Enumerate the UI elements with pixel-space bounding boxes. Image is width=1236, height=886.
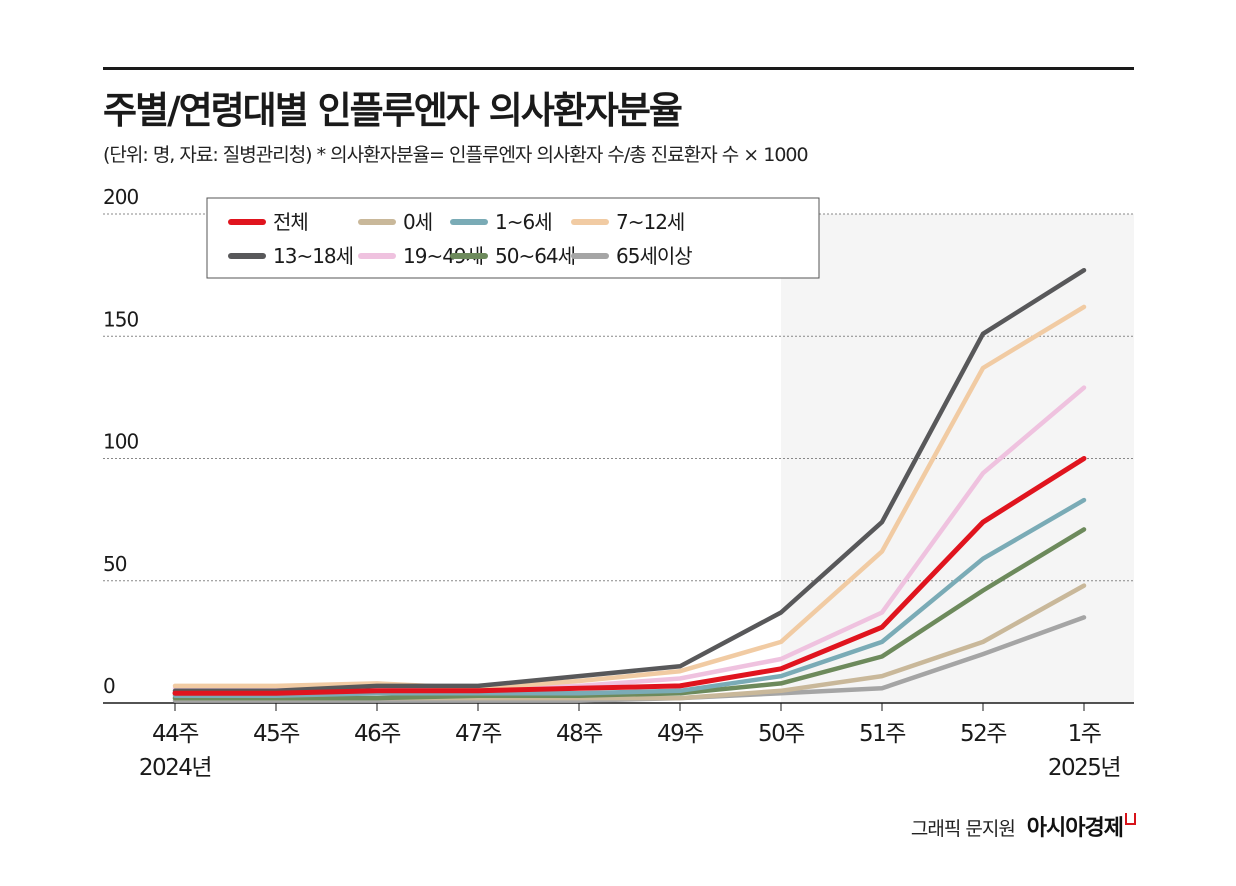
- chart-title: 주별/연령대별 인플루엔자 의사환자분율: [103, 89, 683, 132]
- chart-subtitle: (단위: 명, 자료: 질병관리청) * 의사환자분율= 인플루엔자 의사환자 …: [103, 144, 809, 166]
- brand-mark-icon: [1125, 813, 1136, 825]
- x-tick-label: 48주: [556, 721, 602, 747]
- x-tick-label: 49주: [657, 721, 703, 747]
- brand-logo: 아시아경제: [1027, 810, 1136, 842]
- y-tick-label: 50: [103, 552, 127, 576]
- y-tick-label: 200: [103, 185, 138, 209]
- series-line: [172, 267, 1087, 694]
- legend-label: 0세: [403, 210, 432, 234]
- legend-label: 7~12세: [616, 210, 684, 234]
- y-tick-label: 100: [103, 430, 138, 454]
- brand-name: 아시아경제: [1026, 816, 1124, 841]
- x-tick-label: 1주: [1068, 721, 1101, 747]
- series-line: [172, 527, 1087, 701]
- legend-label: 13~18세: [273, 244, 353, 268]
- credit-byline: 그래픽 문지원: [910, 818, 1016, 840]
- legend-label: 전체: [273, 210, 308, 234]
- x-tick-label: 52주: [960, 721, 1006, 747]
- x-tick-label: 44주: [152, 721, 198, 747]
- x-tick-label: 51주: [859, 721, 905, 747]
- x-tick-sublabel: 2025년: [1048, 755, 1120, 781]
- series-line: [172, 304, 1087, 691]
- x-tick-label: 50주: [758, 721, 804, 747]
- legend-label: 50~64세: [495, 244, 575, 268]
- x-tick-label: 47주: [455, 721, 501, 747]
- credit: 그래픽 문지원 아시아경제: [911, 810, 1136, 842]
- x-tick-label: 46주: [354, 721, 400, 747]
- x-tick-label: 45주: [253, 721, 299, 747]
- legend-box: [206, 197, 820, 279]
- legend-label: 1~6세: [495, 210, 552, 234]
- y-tick-label: 150: [103, 307, 138, 331]
- top-rule: [103, 67, 1134, 70]
- x-tick-sublabel: 2024년: [139, 755, 211, 781]
- series-line: [172, 456, 1087, 696]
- legend-label: 65세이상: [616, 244, 692, 268]
- y-tick-label: 0: [103, 674, 115, 698]
